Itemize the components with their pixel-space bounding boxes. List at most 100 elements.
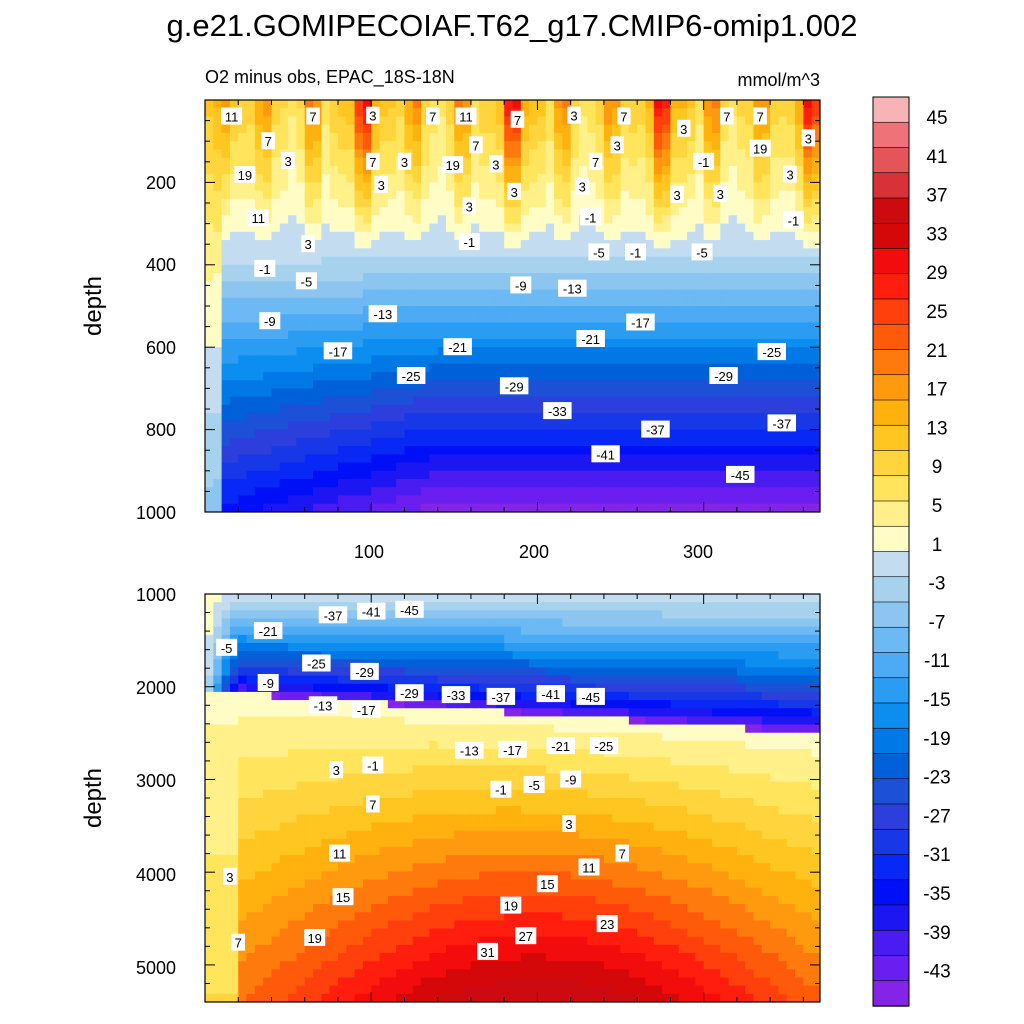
field-cell xyxy=(429,462,439,472)
field-cell xyxy=(653,281,663,291)
field-cell xyxy=(554,602,563,611)
field-cell xyxy=(213,281,223,291)
field-cell xyxy=(271,610,281,619)
field-cell xyxy=(379,338,389,348)
field-cell xyxy=(229,297,239,307)
field-cell xyxy=(371,190,381,200)
field-cell xyxy=(296,198,306,208)
field-cell xyxy=(296,223,306,233)
field-cell xyxy=(221,371,231,381)
field-cell xyxy=(570,149,580,159)
field-cell xyxy=(678,165,688,175)
field-cell xyxy=(379,642,389,652)
field-cell xyxy=(545,273,555,282)
field-cell xyxy=(662,182,671,192)
field-cell xyxy=(770,132,779,142)
field-cell xyxy=(213,413,223,422)
field-cell xyxy=(628,371,638,381)
field-cell xyxy=(379,132,389,142)
field-cell xyxy=(578,141,588,150)
field-cell xyxy=(346,124,356,134)
field-cell xyxy=(803,675,813,685)
field-cell xyxy=(238,330,248,340)
field-cell xyxy=(512,174,522,183)
field-cell xyxy=(545,322,555,332)
field-cell xyxy=(520,618,530,628)
field-cell xyxy=(554,396,563,406)
field-cell xyxy=(462,634,472,644)
field-cell xyxy=(221,289,231,299)
field-cell xyxy=(221,683,231,693)
field-cell xyxy=(662,594,671,603)
field-cell xyxy=(404,495,414,505)
field-cell xyxy=(761,256,771,266)
field-cell xyxy=(213,388,223,398)
field-cell xyxy=(728,437,738,447)
field-cell xyxy=(811,602,821,611)
field-cell xyxy=(620,248,630,258)
field-cell xyxy=(446,174,455,183)
field-cell xyxy=(662,132,671,142)
field-cell xyxy=(337,100,347,109)
field-cell xyxy=(362,429,372,439)
field-cell xyxy=(529,330,538,340)
field-cell xyxy=(554,479,563,488)
field-cell xyxy=(612,355,622,365)
field-cell xyxy=(379,495,389,505)
field-cell xyxy=(637,487,646,497)
field-cell xyxy=(678,659,688,668)
field-cell xyxy=(529,634,538,644)
field-cell xyxy=(479,659,489,668)
field-cell xyxy=(662,116,671,126)
field-cell xyxy=(221,198,231,208)
field-cell xyxy=(271,330,281,340)
field-cell xyxy=(545,314,555,323)
field-cell xyxy=(346,495,356,505)
field-cell xyxy=(620,198,630,208)
field-cell xyxy=(412,594,422,603)
field-cell xyxy=(479,165,489,175)
field-cell xyxy=(346,388,356,398)
field-cell xyxy=(205,691,214,701)
field-cell xyxy=(504,149,513,159)
field-cell xyxy=(387,380,397,389)
field-cell xyxy=(421,174,430,183)
field-cell xyxy=(545,297,555,307)
field-cell xyxy=(520,355,530,365)
field-cell xyxy=(770,124,779,134)
field-cell xyxy=(229,223,239,233)
field-cell xyxy=(387,675,397,685)
field-cell xyxy=(479,470,489,480)
contour-label: -9 xyxy=(259,312,281,330)
field-cell xyxy=(346,149,356,159)
field-cell xyxy=(753,207,763,216)
field-cell xyxy=(811,231,821,241)
field-cell xyxy=(637,281,646,291)
field-cell xyxy=(337,683,347,693)
field-cell xyxy=(246,330,256,340)
field-cell xyxy=(670,659,680,668)
field-cell xyxy=(479,306,489,315)
field-cell xyxy=(811,454,821,464)
field-cell xyxy=(238,487,248,497)
field-cell xyxy=(753,396,763,406)
field-cell xyxy=(238,297,248,307)
field-cell xyxy=(304,207,314,216)
field-cell xyxy=(711,429,721,439)
field-cell xyxy=(470,100,480,109)
field-cell xyxy=(387,108,397,117)
field-cell xyxy=(811,413,821,422)
field-cell xyxy=(562,322,572,332)
field-cell xyxy=(404,437,414,447)
field-cell xyxy=(271,240,281,249)
field-cell xyxy=(570,347,580,356)
field-cell xyxy=(213,256,223,266)
field-cell xyxy=(562,165,572,175)
field-cell xyxy=(362,273,372,282)
field-cell xyxy=(421,207,430,216)
field-cell xyxy=(795,495,804,505)
field-cell xyxy=(296,264,306,274)
field-cell xyxy=(329,240,339,249)
field-cell xyxy=(246,437,256,447)
contour-label: 7 xyxy=(426,107,440,125)
